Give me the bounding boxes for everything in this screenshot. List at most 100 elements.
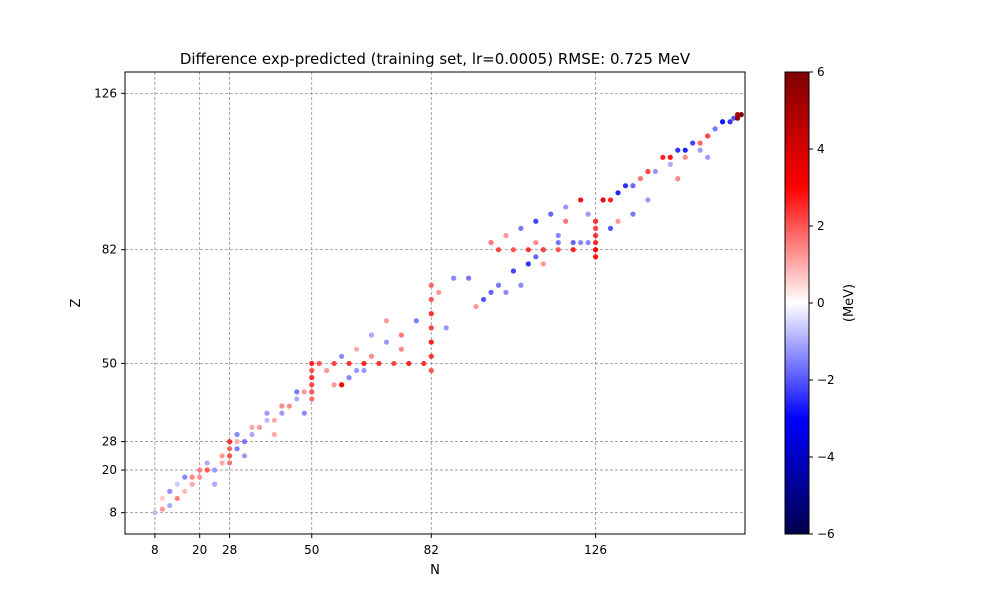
data-point (167, 488, 173, 494)
data-point (331, 360, 337, 367)
data-point (697, 147, 703, 153)
data-point (667, 161, 673, 167)
data-point (226, 439, 233, 445)
data-point (675, 176, 681, 182)
data-point (570, 247, 576, 253)
data-point (428, 367, 434, 374)
y-axis-label: Z (69, 298, 84, 307)
colorbar-tick-label: −6 (817, 527, 835, 541)
data-point (731, 115, 737, 121)
colorbar-tick-label: −4 (817, 450, 835, 464)
data-point (264, 417, 270, 423)
data-point (510, 247, 517, 253)
data-point (249, 424, 255, 430)
data-point (682, 154, 688, 160)
data-point (309, 382, 315, 388)
data-point (234, 439, 240, 445)
data-point (525, 261, 531, 267)
data-point (712, 126, 718, 132)
data-point (495, 282, 502, 288)
data-point (182, 488, 188, 494)
y-tick-label: 28 (102, 435, 117, 449)
data-point (488, 239, 494, 246)
data-point (719, 119, 726, 125)
data-point (593, 218, 599, 224)
data-point (212, 481, 218, 487)
colorbar-tick-label: 4 (817, 142, 825, 156)
data-point (413, 318, 419, 324)
data-point (428, 296, 434, 303)
data-point (660, 154, 666, 160)
data-point (525, 247, 531, 253)
data-point (189, 474, 195, 480)
data-point (540, 261, 546, 267)
data-point (705, 154, 711, 160)
x-axis: 8 20 28 50 82 126 (151, 534, 607, 557)
data-point (159, 506, 165, 512)
data-point (391, 360, 397, 367)
x-tick-label: 8 (151, 543, 159, 557)
data-point (368, 353, 375, 359)
data-point (309, 375, 315, 381)
data-point (600, 197, 606, 203)
data-point (428, 311, 434, 317)
data-point (533, 239, 539, 246)
data-point (428, 325, 434, 331)
data-point (249, 431, 255, 438)
data-point (518, 225, 524, 231)
data-point (727, 119, 733, 125)
data-point (264, 410, 270, 416)
data-point (563, 218, 569, 224)
x-axis-label: N (430, 563, 440, 578)
data-point (316, 360, 322, 367)
data-point (585, 211, 591, 217)
data-point (578, 239, 584, 246)
data-point (294, 389, 300, 395)
data-point (309, 367, 315, 374)
data-point (212, 467, 218, 473)
data-point (593, 239, 599, 246)
data-point (241, 453, 248, 459)
data-point (563, 204, 569, 210)
data-point (555, 247, 561, 253)
data-point (204, 460, 210, 466)
y-axis: 8 20 28 50 82 126 (94, 86, 125, 520)
data-point (309, 396, 315, 402)
data-point (339, 353, 345, 359)
data-point (578, 197, 584, 203)
data-point (593, 247, 599, 253)
data-point (548, 211, 554, 217)
data-point (241, 439, 248, 445)
data-point (398, 346, 404, 352)
data-point (518, 282, 524, 288)
data-point (637, 176, 644, 182)
data-point (615, 218, 621, 224)
data-point (406, 360, 412, 367)
data-point (368, 332, 375, 338)
data-point (734, 112, 741, 118)
data-point (383, 339, 390, 345)
colorbar-tick-label: 2 (817, 219, 825, 233)
data-point (593, 254, 599, 260)
data-point (622, 183, 629, 189)
data-point (204, 467, 210, 473)
data-point (339, 382, 345, 388)
data-point (645, 168, 651, 175)
data-point (189, 481, 195, 487)
data-point (630, 211, 636, 217)
x-tick-label: 28 (222, 543, 237, 557)
data-point (376, 360, 382, 367)
data-point (555, 239, 561, 246)
data-point (652, 168, 658, 175)
data-point (346, 375, 352, 381)
data-point (219, 453, 225, 459)
data-point (488, 289, 494, 295)
data-point (421, 360, 427, 367)
colorbar-tick-label: −2 (817, 373, 835, 387)
data-point (346, 360, 352, 367)
data-point (451, 275, 457, 281)
data-point (428, 339, 434, 345)
x-tick-label: 50 (304, 543, 319, 557)
data-point (480, 296, 487, 303)
data-point (533, 254, 539, 260)
